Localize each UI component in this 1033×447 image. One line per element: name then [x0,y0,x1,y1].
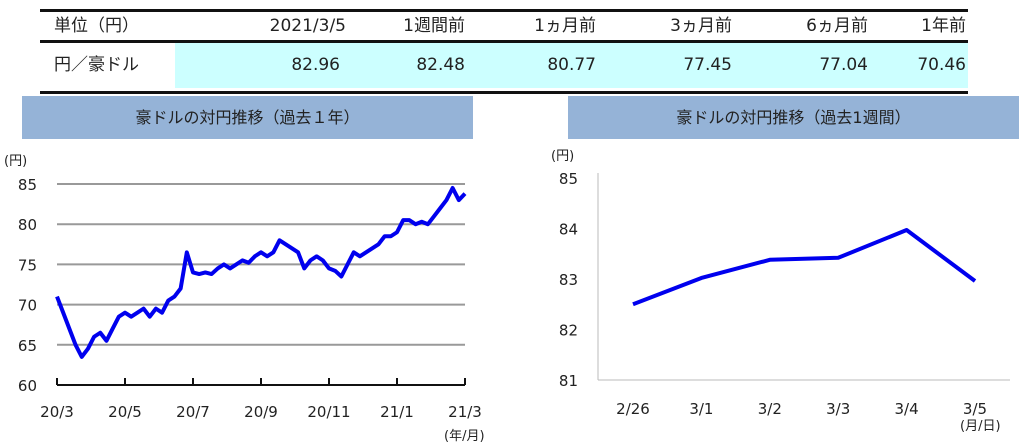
x-unit: (年/月) [444,429,485,444]
cell: 70.46 [917,55,966,75]
x-tick-label: 20/11 [307,403,350,421]
header-col: 3ヵ月前 [670,16,732,36]
y-tick-label: 70 [18,297,37,315]
x-tick-label: 20/9 [244,403,278,421]
table-header: 単位（円） 2021/3/5 1週間前 1ヵ月前 3ヵ月前 6ヵ月前 1年前 [40,12,968,43]
header-col: 1ヵ月前 [534,16,596,36]
cell: 77.04 [819,55,868,75]
y-tick-label: 65 [18,337,37,355]
y-unit: (円) [551,149,574,164]
x-tick-label: 2/26 [616,400,650,418]
y-unit: (円) [4,154,27,169]
chart2-title: 豪ドルの対円推移（過去1週間） [568,96,1019,139]
cell: 82.48 [416,55,465,75]
x-tick-label: 3/1 [689,400,713,418]
x-tick-label: 21/1 [380,403,414,421]
chart1-title: 豪ドルの対円推移（過去１年） [22,96,473,139]
row-label: 円／豪ドル [54,55,139,75]
x-tick-label: 3/5 [963,400,987,418]
table-row: 円／豪ドル 82.96 82.48 80.77 77.45 77.04 70.4… [40,43,968,88]
y-tick-label: 75 [18,256,37,274]
y-tick-label: 83 [559,271,578,289]
x-tick-label: 20/5 [108,403,142,421]
header-unit: 単位（円） [54,16,139,36]
y-tick-label: 85 [18,176,37,194]
x-unit: (月/日) [960,419,1001,434]
header-col: 6ヵ月前 [806,16,868,36]
header-col: 1週間前 [403,16,465,36]
series-line [55,186,467,359]
y-tick-label: 81 [559,372,578,390]
x-tick-label: 3/3 [826,400,850,418]
header-col: 2021/3/5 [269,16,346,36]
cell: 80.77 [547,55,596,75]
y-tick-label: 60 [18,377,37,395]
cell: 77.45 [683,55,732,75]
y-tick-label: 84 [559,221,578,239]
y-tick-label: 82 [559,322,578,340]
cell: 82.96 [291,55,340,75]
x-tick-label: 3/4 [895,400,919,418]
y-tick-label: 80 [18,216,37,234]
x-tick-label: 20/7 [176,403,210,421]
header-col: 1年前 [921,16,966,36]
rate-table: 単位（円） 2021/3/5 1週間前 1ヵ月前 3ヵ月前 6ヵ月前 1年前 円… [40,9,968,94]
x-tick-label: 3/2 [758,400,782,418]
x-tick-label: 21/3 [448,403,482,421]
y-tick-label: 85 [559,170,578,188]
series-line [632,228,977,307]
x-tick-label: 20/3 [40,403,74,421]
